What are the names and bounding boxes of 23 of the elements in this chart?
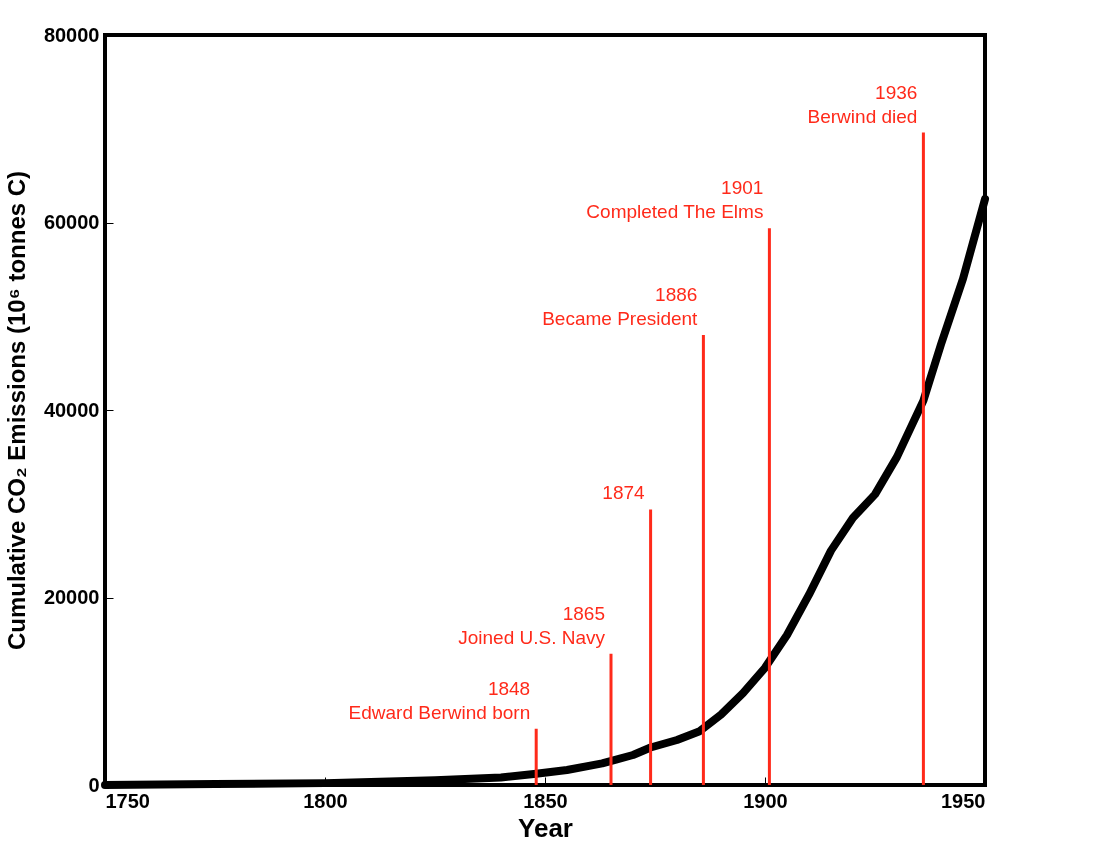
x-tick-label: 1950	[941, 789, 986, 812]
annotation: 1848	[487, 677, 531, 699]
x-tick-label: 1750	[105, 789, 150, 812]
annotation: Became President	[542, 308, 699, 329]
x-tick-label: 1900	[743, 789, 788, 812]
annotation: 1886	[655, 284, 698, 305]
y-tick-label: 60000	[43, 211, 100, 233]
annotation: 1865	[562, 602, 605, 624]
annotation: 1874	[602, 482, 646, 504]
annotation: 1936	[875, 81, 918, 103]
x-tick-label: 1850	[523, 789, 568, 812]
annotation: Berwind died	[807, 105, 918, 127]
annotation: 1901	[721, 177, 764, 199]
x-tick-label: 1800	[303, 789, 348, 812]
y-tick-label: 20000	[43, 586, 100, 608]
y-axis-title: Cumulative CO₂ Emissions (10⁶ tonnes C)	[2, 170, 30, 651]
y-tick-label: 0	[88, 773, 100, 796]
annotation: Edward Berwind born	[348, 701, 531, 723]
annotation: Completed The Elms	[586, 201, 764, 223]
y-tick-label: 40000	[43, 398, 100, 421]
y-tick-label: 80000	[43, 23, 100, 46]
annotation: Joined U.S. Navy	[458, 626, 606, 648]
x-axis-title: Year	[518, 812, 573, 843]
